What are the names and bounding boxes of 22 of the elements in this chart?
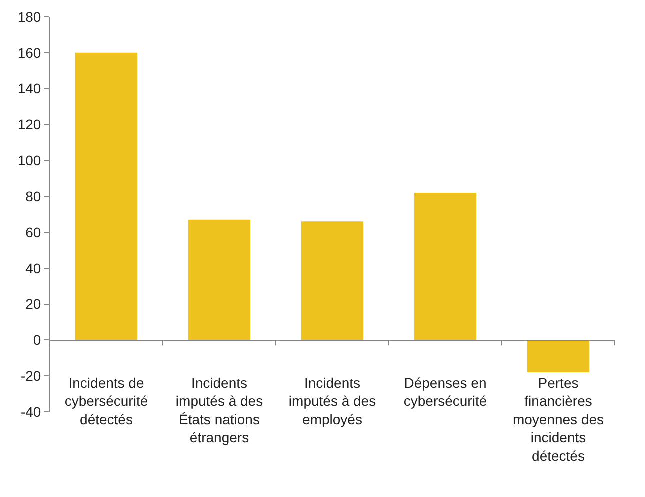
y-tick-label: 20 bbox=[26, 296, 42, 312]
bar bbox=[75, 52, 138, 340]
y-tick-label: 100 bbox=[18, 152, 42, 169]
bar bbox=[414, 192, 477, 340]
bar bbox=[527, 340, 590, 372]
x-tick-label: Incidents imputés à des employés bbox=[288, 374, 376, 428]
bar bbox=[188, 220, 251, 340]
x-tick-label: Dépenses en cybersécurité bbox=[404, 374, 488, 410]
y-tick-label: 60 bbox=[26, 224, 42, 240]
y-tick-label: 40 bbox=[26, 260, 42, 276]
y-tick-label: 140 bbox=[18, 80, 42, 97]
y-tick-label: 80 bbox=[26, 188, 42, 204]
x-tick-label: Incidents de cybersécurité détectés bbox=[64, 374, 148, 428]
y-tick-label: 180 bbox=[18, 8, 42, 25]
y-tick-label: -40 bbox=[20, 404, 42, 420]
x-tick-label: Pertes financières moyennes des incidents détectés bbox=[512, 374, 604, 464]
y-tick-label: 160 bbox=[18, 44, 42, 61]
bar bbox=[301, 222, 364, 340]
x-tick-label: Incidents imputés à des États nations étrangers bbox=[176, 374, 264, 446]
y-tick-label: -20 bbox=[20, 368, 42, 384]
y-tick-label: 0 bbox=[33, 332, 42, 348]
y-tick-label: 120 bbox=[18, 116, 42, 133]
